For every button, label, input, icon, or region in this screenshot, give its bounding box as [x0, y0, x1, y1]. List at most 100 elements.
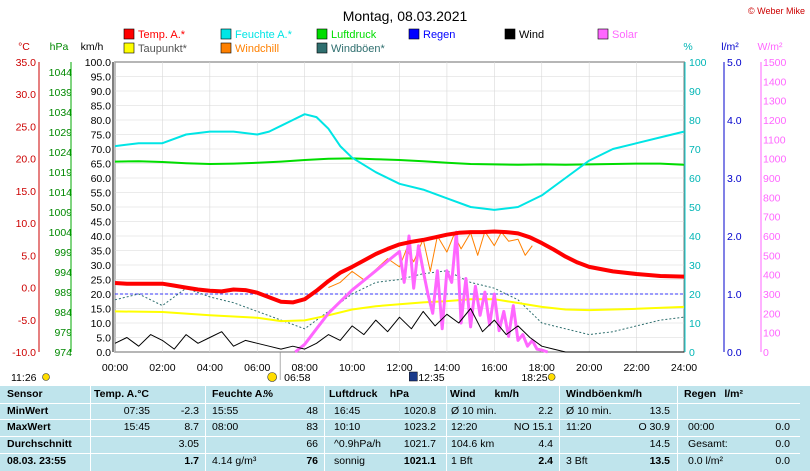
legend-swatch [597, 28, 609, 40]
humidity-tick-label: 100 [689, 57, 707, 69]
stats-cell: °C [137, 388, 149, 400]
stats-cell: ^0.9hPa/h [334, 438, 381, 450]
solar-tick-label: 200 [763, 308, 781, 320]
stats-cell: Wind [450, 388, 476, 400]
series-line-0 [114, 229, 685, 305]
stats-cell: 1.7 [184, 455, 199, 467]
wind-tick-label: 15.0 [91, 304, 112, 316]
pressure-tick-label: 989 [54, 287, 72, 299]
stats-row-separator [0, 436, 800, 437]
temp-tick-label: 35.0 [16, 57, 37, 69]
pressure-tick-label: 1029 [49, 127, 73, 139]
legend-swatch [316, 28, 328, 40]
stats-col-separator [559, 386, 560, 471]
stats-cell: NO 15.1 [513, 421, 553, 433]
unit-label-wind: km/h [81, 41, 104, 53]
chart-series [114, 113, 685, 354]
series-line-2 [114, 157, 685, 166]
pressure-tick-label: 1014 [49, 187, 73, 199]
legend-swatch [408, 28, 420, 40]
stats-cell: Ø 10 min. [451, 405, 497, 417]
wind-tick-label: 25.0 [91, 275, 112, 287]
x-tick-label: 16:00 [481, 362, 507, 374]
solar-tick-label: 1300 [763, 96, 787, 108]
wind-tick-label: 75.0 [91, 130, 112, 142]
temp-tick-label: -10.0 [12, 347, 36, 359]
stats-col-separator [90, 386, 91, 471]
stats-cell: 66 [306, 438, 318, 450]
wind-tick-label: 10.0 [91, 318, 112, 330]
x-tick-label: 18:00 [529, 362, 555, 374]
humidity-tick-label: 60 [689, 173, 701, 185]
stats-cell: 0.0 [775, 438, 790, 450]
stats-cell: 07:35 [123, 405, 150, 417]
stats-cell: km/h [494, 388, 519, 400]
stats-col-separator [205, 386, 206, 471]
stats-cell: Durchschnitt [7, 438, 72, 450]
wind-tick-label: 70.0 [91, 144, 112, 156]
pressure-tick-label: 1024 [49, 147, 73, 159]
stats-cell: Gesamt: [688, 438, 728, 450]
solar-tick-label: 0 [763, 347, 769, 359]
stats-cell: 3.05 [178, 438, 199, 450]
sunset-icon [547, 373, 556, 381]
stats-cell: O 30.9 [638, 421, 670, 433]
sunset-time: 18:25 [521, 372, 547, 384]
series-line-5 [294, 230, 549, 354]
unit-label-temp: °C [18, 41, 30, 53]
stats-cell: 0.0 l/m² [688, 455, 724, 467]
wind-tick-label: 100.0 [85, 57, 111, 69]
stats-cell: 08.03. 23:55 [7, 455, 66, 467]
pressure-tick-label: 1034 [49, 107, 73, 119]
x-tick-label: 12:00 [386, 362, 412, 374]
legend-label: Luftdruck [331, 29, 377, 41]
axis-units: °C hPa km/h% l/m² W/m² [18, 41, 783, 53]
stats-cell: 16:45 [334, 405, 361, 417]
wind-tick-label: 0.0 [96, 347, 111, 359]
stats-cell: Sensor [7, 388, 43, 400]
x-tick-label: 06:00 [244, 362, 270, 374]
x-tick-label: 08:00 [292, 362, 318, 374]
sunrise-icon [267, 372, 277, 382]
chart-title: Montag, 08.03.2021 [343, 8, 468, 24]
stats-cell: -2.3 [180, 405, 199, 417]
temp-tick-label: 5.0 [21, 250, 36, 262]
stats-cell: 15:45 [123, 421, 150, 433]
credit-text: © Weber Mike [748, 6, 805, 16]
stats-cell: Windböen [566, 388, 617, 400]
pressure-tick-label: 984 [54, 307, 72, 319]
stats-cell: 10:10 [334, 421, 361, 433]
stats-cell: 11:20 [566, 421, 592, 433]
wind-tick-label: 60.0 [91, 173, 112, 185]
chart-grid [114, 61, 685, 353]
humidity-tick-label: 10 [689, 318, 701, 330]
stats-cell: 1 Bft [451, 455, 473, 467]
pressure-tick-label: 1044 [49, 67, 73, 79]
stats-cell: % [263, 388, 273, 400]
legend-label: Regen [423, 29, 455, 41]
rain-tick-label: 2.0 [727, 231, 742, 243]
stats-cell: 4.4 [538, 438, 553, 450]
stats-col-separator [446, 386, 447, 471]
wind-tick-label: 95.0 [91, 72, 112, 84]
solar-tick-label: 600 [763, 231, 781, 243]
stats-cell: 0.0 [775, 421, 790, 433]
stats-cell: Regen [684, 388, 717, 400]
stats-col-separator [324, 386, 325, 471]
temp-tick-label: -5.0 [18, 315, 36, 327]
x-tick-label: 02:00 [149, 362, 175, 374]
chart-axes: 35.0 30.0 25.0 20.0 15.0 10.0 5.0 0.0 -5.0 -10.0 1… [12, 57, 786, 374]
wind-tick-label: 5.0 [96, 333, 111, 345]
sunrise-time: 06:58 [284, 372, 310, 384]
pressure-tick-label: 999 [54, 247, 72, 259]
x-tick-label: 24:00 [671, 362, 697, 374]
legend-swatch [123, 42, 135, 54]
rain-tick-label: 3.0 [727, 173, 742, 185]
stats-row-separator [0, 403, 800, 404]
wind-tick-label: 30.0 [91, 260, 112, 272]
wind-tick-label: 20.0 [91, 289, 112, 301]
solar-tick-label: 700 [763, 212, 781, 224]
legend-label: Feuchte A.* [235, 29, 293, 41]
stats-cell: 1021.7 [403, 438, 436, 450]
temp-tick-label: 15.0 [16, 186, 37, 198]
